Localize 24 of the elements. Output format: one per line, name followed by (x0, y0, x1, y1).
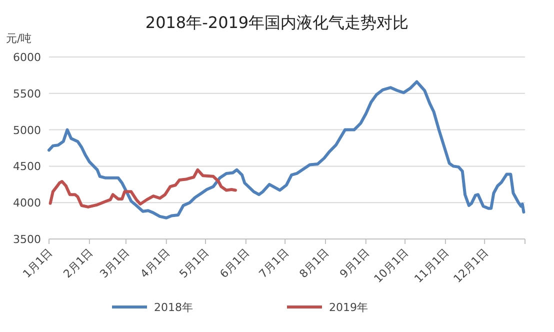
x-tick-label: 9月1日 (337, 246, 372, 281)
x-tick-label: 5月1日 (176, 246, 212, 281)
x-tick-label: 12月1日 (451, 246, 491, 286)
y-tick-label: 6000 (13, 51, 41, 64)
x-tick-label: 3月1日 (97, 246, 132, 281)
x-tick-label: 11月1日 (412, 246, 452, 286)
y-axis-title: 元/吨 (6, 32, 32, 45)
x-tick-label: 7月1日 (256, 246, 292, 281)
y-tick-label: 3500 (13, 233, 41, 246)
x-tick-label: 2月1日 (60, 246, 96, 281)
legend-label: 2018年 (154, 301, 193, 314)
legend-label: 2019年 (329, 301, 368, 314)
x-tick-label: 4月1日 (138, 246, 172, 281)
y-tick-label: 4500 (13, 160, 41, 174)
x-tick-label: 10月1日 (372, 246, 412, 286)
y-tick-label: 5500 (13, 87, 41, 100)
line-series (48, 168, 237, 208)
y-tick-label: 4000 (13, 196, 41, 210)
x-tick-label: 8月1日 (296, 246, 332, 281)
chart-title: 2018年-2019年国内液化气走势对比 (145, 13, 409, 32)
x-tick-label: 6月1日 (217, 246, 252, 281)
y-tick-label: 5000 (13, 124, 41, 137)
x-tick-label: 1月1日 (20, 246, 56, 281)
line-series (48, 80, 526, 220)
